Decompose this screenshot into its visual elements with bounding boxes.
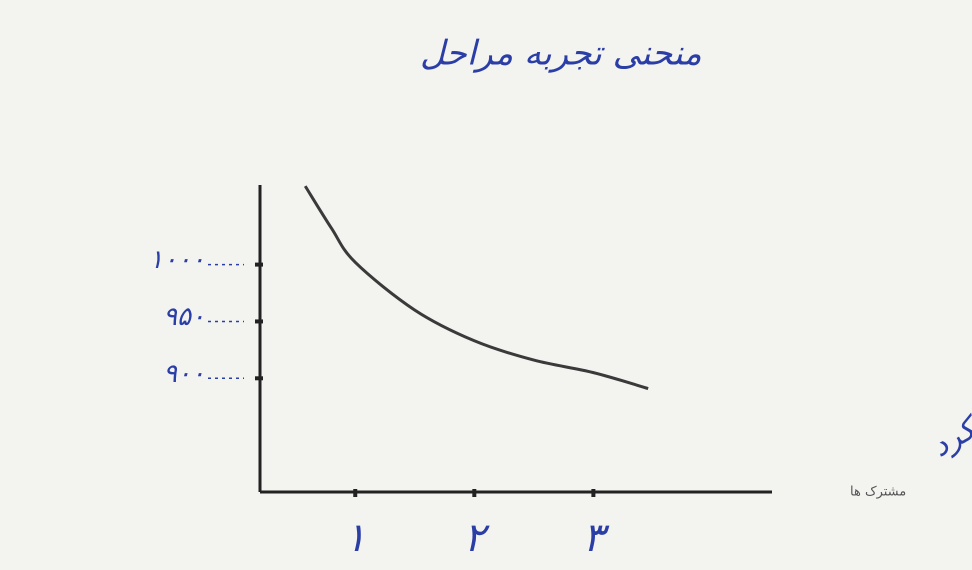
x-tick-label: ۲ [464,515,491,561]
line-series [303,185,649,390]
x-axis-note: مشترک ها [850,485,906,500]
y-tick-label: ۹۰۰ [163,359,205,389]
x-axis-label: عملکرد [926,388,972,464]
y-tick-label: ۱۰۰۰ [149,245,205,275]
chart-title: منحنی تجربه مراحل [420,34,702,74]
x-tick-label: ۳ [583,515,610,561]
x-tick-label: ۱ [345,515,366,561]
y-tick-label: ۹۵۰ [163,302,205,332]
